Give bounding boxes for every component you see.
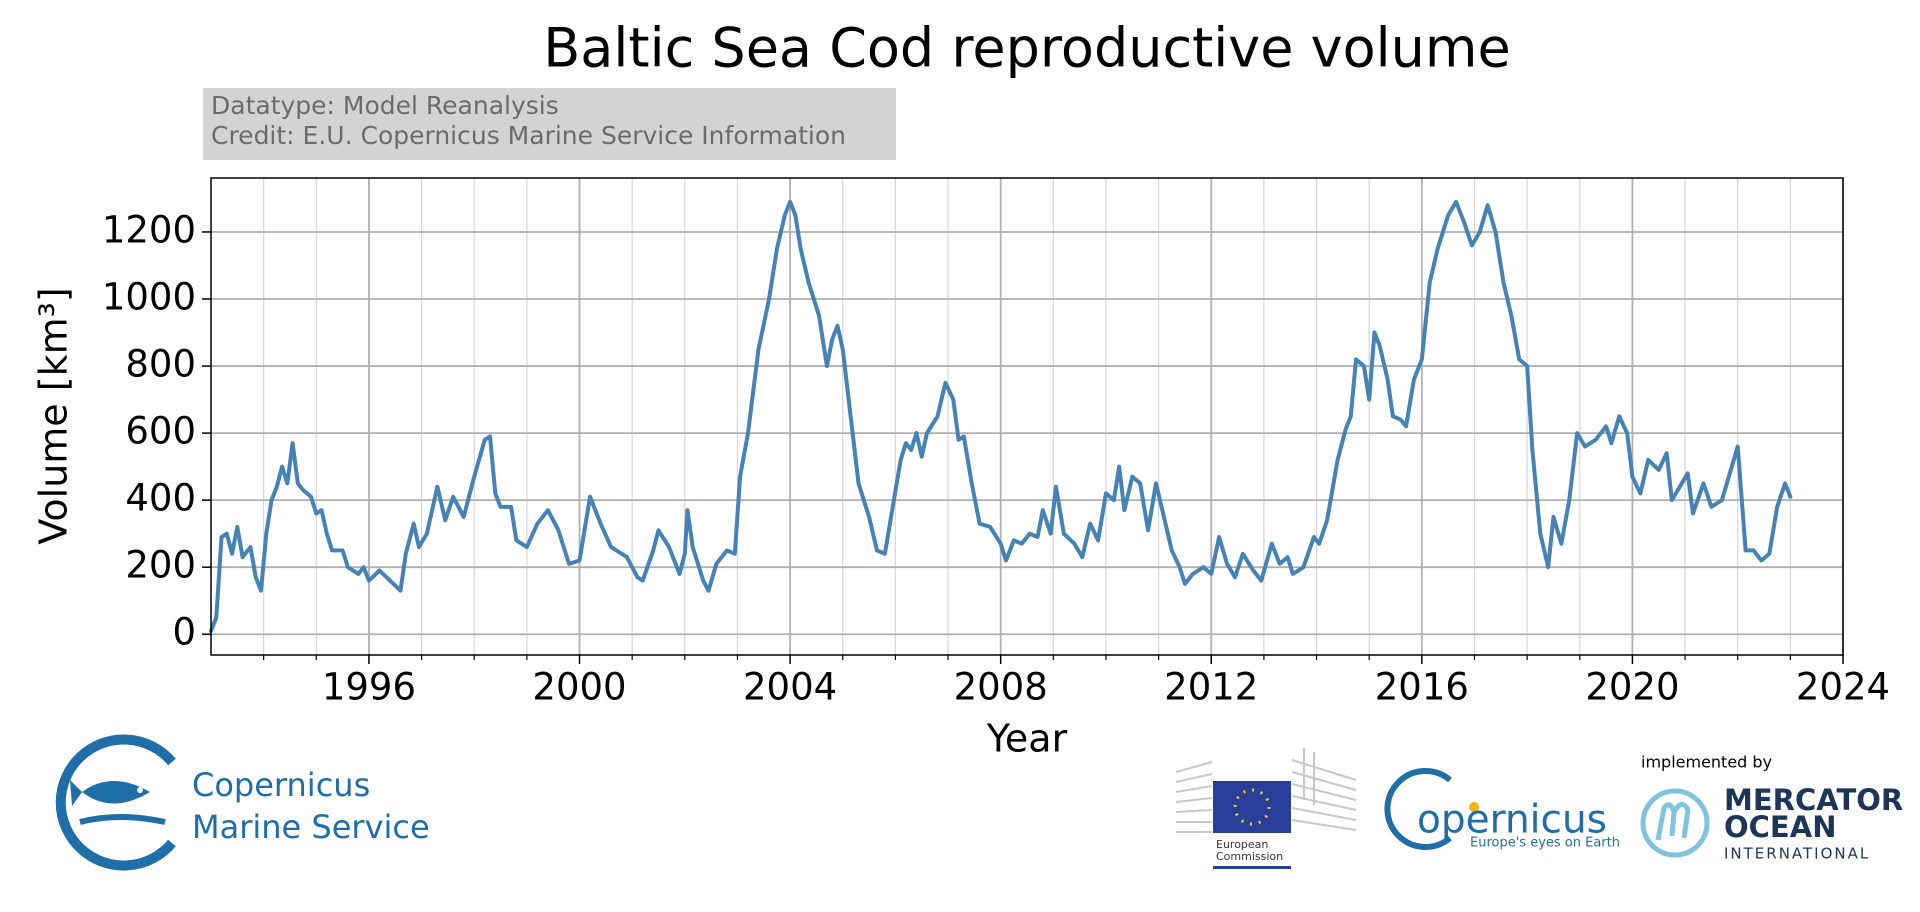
ec-lines xyxy=(1175,748,1357,833)
x-tick-label: 2000 xyxy=(532,666,626,709)
x-tick-label: 2004 xyxy=(743,666,837,709)
ec-bar xyxy=(1213,866,1291,869)
logo-text: European xyxy=(1216,838,1268,851)
logo-dot xyxy=(1469,802,1479,812)
logo-caption: implemented by xyxy=(1641,753,1772,772)
y-tick-label: 200 xyxy=(125,544,196,587)
logo-eye xyxy=(137,787,143,793)
logo-text: MERCATOR xyxy=(1724,783,1903,817)
y-tick-label: 0 xyxy=(172,611,196,654)
info-line: Datatype: Model Reanalysis xyxy=(211,91,559,120)
plot-area: 1996 2000 2004 2008 2012 2016 2020 2024 0 200 400 6… xyxy=(102,177,1890,709)
copernicus-logo: opernicus Europe's eyes on Earth xyxy=(1384,768,1620,851)
x-tick-label: 2024 xyxy=(1796,666,1890,709)
x-tick-label: 2008 xyxy=(954,666,1048,709)
logo-m xyxy=(1655,802,1691,841)
y-axis-label: Volume [km³] xyxy=(32,287,76,544)
info-box xyxy=(203,88,896,160)
x-tick-label: 1996 xyxy=(322,666,416,709)
y-tick-label: 400 xyxy=(125,477,196,520)
y-tick-label: 600 xyxy=(125,410,196,453)
x-axis-label: Year xyxy=(986,717,1068,761)
chart-title: Baltic Sea Cod reproductive volume xyxy=(543,17,1510,80)
logo-text: Commission xyxy=(1216,850,1283,863)
y-tick-label: 1000 xyxy=(102,276,196,319)
logo-text: opernicus xyxy=(1417,798,1607,843)
eu-flag xyxy=(1213,781,1291,833)
mercator-logo: implemented by MERCATOR OCEAN INTERNATIO… xyxy=(1640,753,1903,863)
info-line: Credit: E.U. Copernicus Marine Service I… xyxy=(211,121,846,150)
data-line xyxy=(209,199,1793,633)
logo-ring xyxy=(1640,788,1710,858)
y-tick-label: 800 xyxy=(125,343,196,386)
plot-frame xyxy=(210,177,1844,656)
cmems-logo: Copernicus Marine Service xyxy=(55,734,430,871)
logo-text: Copernicus xyxy=(192,766,370,804)
logo-text: OCEAN xyxy=(1724,810,1836,844)
logo-tagline: Europe's eyes on Earth xyxy=(1470,836,1620,851)
logo-arc xyxy=(55,734,176,871)
x-tick-label: 2020 xyxy=(1585,666,1679,709)
x-tick-label: 2012 xyxy=(1164,666,1258,709)
ec-logo: European Commission xyxy=(1175,748,1357,869)
y-tick-label: 1200 xyxy=(102,208,196,251)
eu-stars xyxy=(1233,788,1271,826)
logo-arc xyxy=(1384,768,1452,850)
logo-fish xyxy=(70,780,150,806)
logo-text: Marine Service xyxy=(192,808,430,846)
x-tick-label: 2016 xyxy=(1375,666,1469,709)
logo-text: INTERNATIONAL xyxy=(1724,845,1870,863)
logo-wave xyxy=(79,814,166,825)
